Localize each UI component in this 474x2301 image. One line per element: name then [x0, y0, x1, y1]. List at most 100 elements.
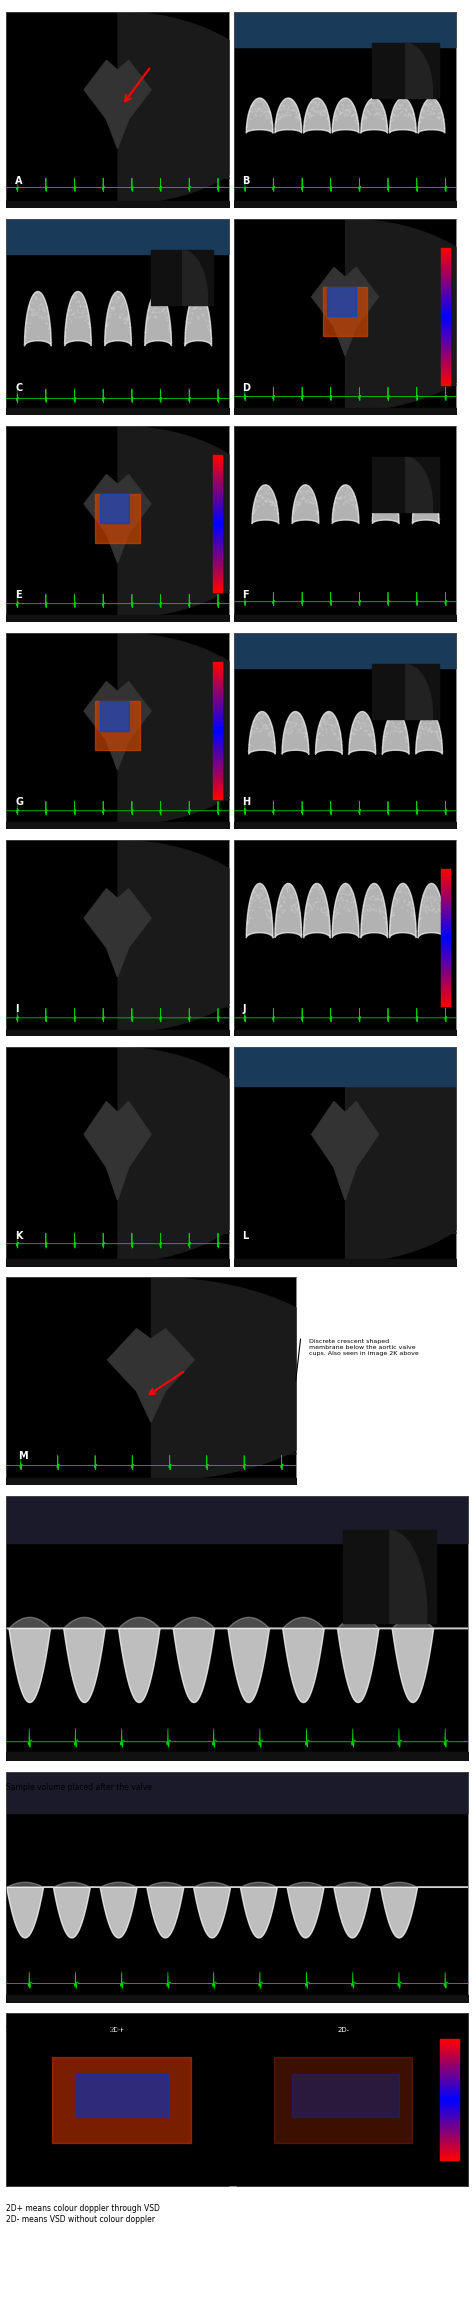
Point	[186, 304, 194, 341]
Point	[327, 709, 334, 746]
Point	[385, 476, 392, 513]
Point	[306, 886, 314, 923]
Point	[197, 274, 204, 311]
Point	[296, 904, 304, 941]
Point	[189, 283, 197, 320]
Point	[314, 502, 322, 538]
Point	[347, 481, 355, 518]
Point	[334, 718, 341, 755]
Point	[330, 706, 337, 743]
Point	[378, 90, 386, 127]
Point	[272, 895, 280, 932]
Point	[385, 916, 393, 953]
Point	[365, 879, 373, 916]
Point	[25, 288, 33, 324]
Point	[144, 299, 152, 336]
Point	[270, 725, 278, 762]
Point	[319, 704, 326, 741]
Point	[289, 874, 297, 911]
Point	[357, 108, 365, 145]
Point	[255, 90, 262, 127]
Point	[292, 99, 299, 136]
Point	[434, 94, 442, 131]
Point	[373, 881, 381, 918]
Point	[278, 97, 286, 133]
Point	[391, 92, 399, 129]
Point	[317, 704, 324, 741]
Point	[401, 711, 409, 748]
Point	[288, 92, 296, 129]
Point	[143, 301, 151, 338]
Point	[294, 99, 302, 136]
Point	[157, 288, 165, 324]
Point	[351, 97, 358, 133]
Point	[345, 877, 352, 913]
Point	[433, 713, 440, 750]
Point	[423, 881, 431, 918]
Point	[425, 85, 432, 122]
Point	[312, 483, 319, 520]
Point	[423, 702, 431, 739]
Point	[370, 486, 378, 522]
Point	[428, 474, 436, 511]
Point	[268, 902, 275, 939]
Point	[293, 890, 301, 927]
Point	[285, 81, 293, 117]
Point	[393, 711, 401, 748]
Point	[306, 483, 313, 520]
Point	[251, 872, 258, 909]
Point	[156, 278, 164, 315]
Point	[257, 877, 265, 913]
Point	[419, 711, 427, 748]
Point	[432, 713, 440, 750]
Point	[332, 890, 340, 927]
Point	[397, 87, 405, 124]
Point	[334, 488, 342, 525]
Point	[428, 90, 436, 127]
Point	[187, 299, 195, 336]
Point	[154, 283, 161, 320]
Point	[81, 288, 88, 324]
Point	[286, 94, 294, 131]
Point	[256, 81, 264, 117]
Point	[433, 490, 441, 527]
Point	[330, 716, 338, 752]
Point	[355, 502, 362, 538]
Point	[331, 893, 338, 930]
Point	[263, 92, 271, 129]
Point	[264, 99, 272, 136]
Point	[255, 479, 263, 515]
Point	[283, 94, 291, 131]
Point	[289, 695, 296, 732]
Point	[21, 318, 28, 354]
Point	[328, 110, 336, 147]
Point	[347, 718, 355, 755]
Point	[243, 108, 251, 145]
Point	[295, 897, 303, 934]
Point	[316, 94, 323, 131]
Point	[337, 725, 345, 762]
Point	[374, 877, 382, 913]
Point	[271, 110, 278, 147]
Point	[363, 890, 371, 927]
Point	[271, 909, 279, 946]
Point	[242, 916, 250, 953]
Point	[267, 488, 274, 525]
Point	[38, 299, 46, 336]
Point	[383, 913, 391, 950]
Point	[267, 706, 274, 743]
Point	[153, 295, 160, 331]
Point	[282, 711, 289, 748]
Point	[390, 709, 398, 746]
Point	[415, 104, 422, 140]
Point	[370, 725, 377, 762]
Point	[436, 720, 443, 757]
Point	[258, 706, 266, 743]
Point	[324, 695, 332, 732]
Point	[195, 283, 202, 320]
Point	[357, 709, 365, 746]
Point	[300, 476, 307, 513]
Point	[410, 495, 417, 532]
Point	[246, 900, 254, 937]
Point	[332, 479, 340, 515]
